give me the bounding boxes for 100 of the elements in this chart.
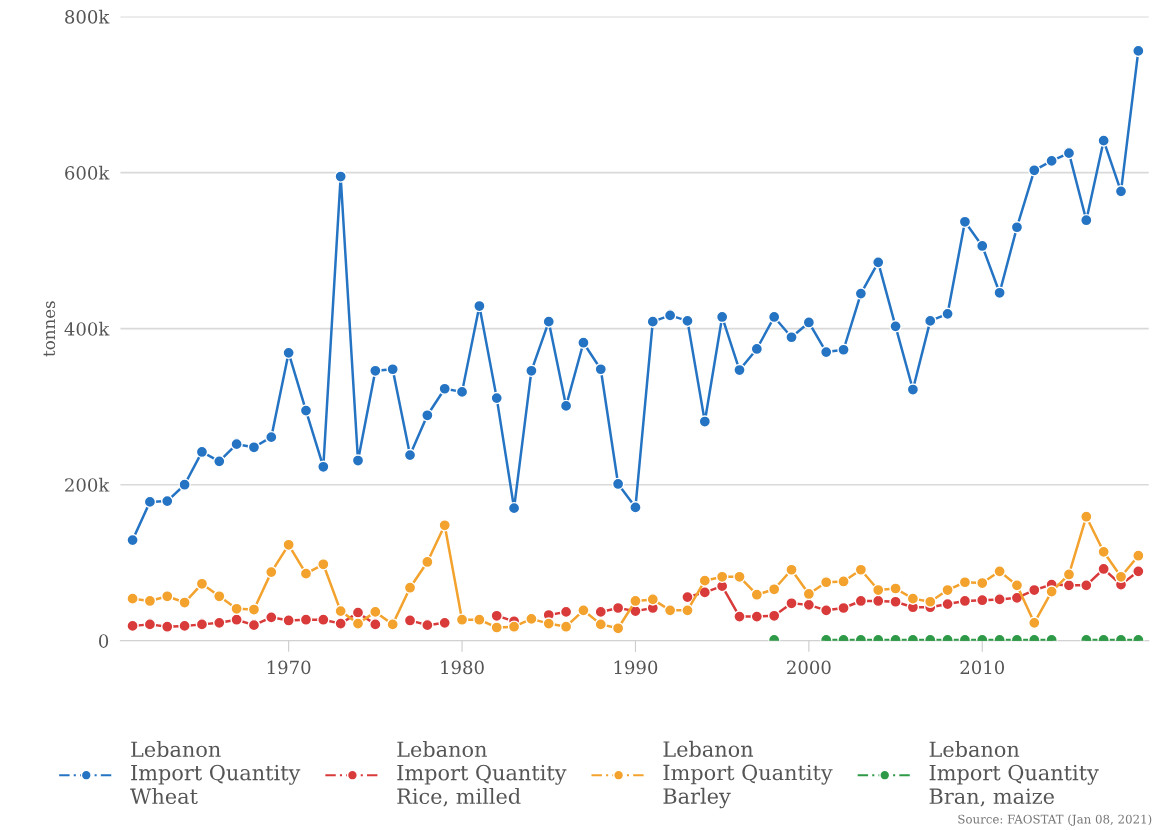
point bbox=[247, 618, 261, 632]
point bbox=[594, 605, 608, 619]
point bbox=[802, 598, 816, 612]
point bbox=[1010, 221, 1024, 234]
point bbox=[334, 617, 347, 630]
point bbox=[247, 441, 261, 454]
point bbox=[143, 594, 157, 608]
point bbox=[993, 286, 1006, 300]
point bbox=[525, 612, 538, 626]
y-axis-title: tonnes bbox=[43, 301, 56, 357]
x-tick-label: 2010 bbox=[960, 660, 1005, 675]
point bbox=[889, 595, 902, 609]
point bbox=[871, 256, 885, 269]
point bbox=[663, 309, 677, 322]
point bbox=[161, 590, 174, 603]
point bbox=[889, 320, 902, 333]
y-tick-label: 600k bbox=[65, 165, 110, 180]
point bbox=[542, 315, 555, 328]
point bbox=[421, 555, 434, 569]
point bbox=[161, 620, 174, 633]
point bbox=[837, 343, 850, 356]
point bbox=[958, 594, 972, 608]
point bbox=[317, 558, 330, 571]
point bbox=[785, 331, 798, 344]
point bbox=[906, 383, 920, 396]
point bbox=[1045, 585, 1058, 598]
point bbox=[1062, 146, 1076, 160]
source-note: Source: FAOSTAT (Jan 08, 2021) bbox=[958, 814, 1152, 826]
point bbox=[976, 593, 989, 607]
point bbox=[282, 538, 295, 552]
point bbox=[507, 501, 521, 515]
point bbox=[611, 601, 625, 615]
point bbox=[126, 533, 139, 547]
x-tick-label: 1990 bbox=[614, 660, 658, 675]
point bbox=[351, 617, 365, 630]
point bbox=[299, 567, 313, 580]
point bbox=[438, 616, 451, 630]
point bbox=[767, 609, 781, 623]
point bbox=[455, 613, 469, 626]
point bbox=[681, 590, 694, 604]
point bbox=[1097, 545, 1110, 559]
point bbox=[663, 604, 677, 617]
point bbox=[837, 575, 850, 588]
legend-label: Lebanon Import Quantity Bran, maize bbox=[929, 741, 1099, 807]
y-tick-label: 200k bbox=[65, 477, 110, 492]
point bbox=[369, 618, 382, 631]
point bbox=[473, 613, 486, 626]
point bbox=[750, 610, 764, 623]
legend-label: Lebanon Import Quantity Barley bbox=[663, 740, 833, 809]
point bbox=[490, 609, 503, 623]
point bbox=[854, 563, 868, 577]
point bbox=[906, 592, 920, 605]
point bbox=[871, 594, 885, 608]
point bbox=[1097, 134, 1110, 147]
point bbox=[958, 575, 972, 589]
point bbox=[854, 287, 868, 300]
point bbox=[369, 364, 382, 378]
point bbox=[559, 605, 573, 619]
point bbox=[976, 239, 989, 253]
point bbox=[195, 577, 209, 591]
point bbox=[230, 437, 243, 451]
point bbox=[421, 409, 434, 422]
x-tick-label: 1970 bbox=[267, 660, 311, 675]
point bbox=[143, 618, 157, 631]
point bbox=[767, 583, 781, 596]
point bbox=[351, 454, 365, 467]
point bbox=[941, 583, 954, 597]
point bbox=[611, 477, 625, 491]
point bbox=[1062, 579, 1076, 592]
point bbox=[750, 342, 764, 356]
point bbox=[438, 519, 451, 532]
point bbox=[976, 576, 989, 590]
y-tick-label: 400k bbox=[64, 321, 110, 336]
point bbox=[611, 622, 625, 635]
y-tick-label: 800k bbox=[65, 9, 110, 24]
point bbox=[351, 606, 365, 619]
point bbox=[819, 604, 833, 617]
point bbox=[941, 307, 954, 321]
point bbox=[698, 415, 712, 428]
point bbox=[1132, 44, 1145, 58]
point bbox=[594, 362, 608, 376]
point bbox=[178, 596, 191, 609]
point bbox=[334, 170, 347, 183]
point bbox=[299, 404, 313, 417]
point bbox=[369, 605, 382, 619]
point bbox=[265, 611, 278, 624]
point bbox=[438, 382, 451, 396]
point bbox=[698, 586, 712, 599]
point bbox=[993, 593, 1006, 606]
point bbox=[715, 570, 729, 584]
point bbox=[785, 563, 798, 577]
point bbox=[282, 346, 295, 360]
point bbox=[1132, 549, 1145, 562]
point bbox=[317, 613, 330, 626]
point bbox=[143, 495, 157, 509]
point bbox=[213, 455, 226, 468]
point bbox=[490, 391, 503, 405]
point bbox=[629, 501, 642, 514]
point bbox=[195, 618, 209, 631]
point bbox=[715, 310, 729, 324]
